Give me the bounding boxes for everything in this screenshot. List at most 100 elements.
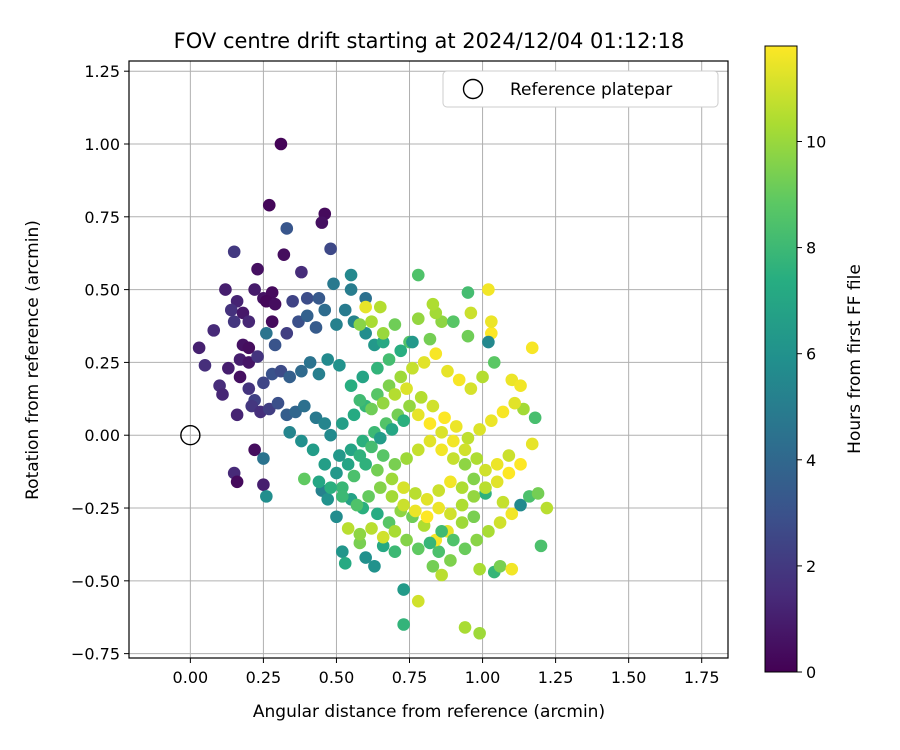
legend-reference-marker xyxy=(462,78,484,100)
scatter-point xyxy=(230,475,244,489)
scatter-point xyxy=(420,492,434,506)
scatter-point xyxy=(397,618,410,631)
scatter-point xyxy=(336,481,349,494)
scatter-point xyxy=(295,364,308,378)
scatter-point xyxy=(257,478,270,492)
scatter-point xyxy=(251,262,264,276)
scatter-point xyxy=(423,417,437,430)
scatter-point xyxy=(353,393,367,407)
y-tick-label: 1.25 xyxy=(84,62,120,81)
scatter-point xyxy=(493,559,507,573)
scatter-point xyxy=(233,370,247,384)
scatter-point xyxy=(280,222,294,235)
scatter-point xyxy=(514,379,527,393)
x-tick-label: 1.00 xyxy=(465,668,501,687)
scatter-point xyxy=(344,268,358,282)
colorbar-tick-label: 0 xyxy=(806,663,816,682)
scatter-point xyxy=(505,507,519,521)
scatter-point xyxy=(219,283,232,296)
chart-title: FOV centre drift starting at 2024/12/04 … xyxy=(174,29,685,53)
scatter-point xyxy=(525,341,539,355)
scatter-point xyxy=(514,498,527,512)
scatter-point xyxy=(458,542,472,556)
scatter-point xyxy=(470,533,484,547)
scatter-point xyxy=(444,475,457,489)
scatter-point xyxy=(467,472,481,486)
scatter-point xyxy=(295,265,308,279)
scatter-point xyxy=(376,396,390,410)
scatter-point xyxy=(262,198,276,212)
scatter-point xyxy=(411,312,425,326)
scatter-point xyxy=(359,551,372,564)
colorbar-tick-label: 8 xyxy=(806,239,816,258)
scatter-point xyxy=(265,315,279,328)
scatter-point xyxy=(461,329,475,343)
scatter-point xyxy=(461,431,475,445)
scatter-point xyxy=(485,414,498,427)
scatter-point xyxy=(376,326,390,340)
scatter-point xyxy=(455,498,469,512)
scatter-point xyxy=(388,545,402,559)
scatter-point xyxy=(242,315,256,328)
scatter-point xyxy=(283,370,297,384)
x-tick-label: 0.50 xyxy=(319,668,355,687)
y-tick-label: 0.00 xyxy=(84,426,120,445)
scatter-point xyxy=(388,318,402,331)
scatter-point xyxy=(385,490,399,503)
scatter-point xyxy=(333,449,346,462)
scatter-point xyxy=(447,315,460,328)
scatter-point xyxy=(283,426,297,439)
scatter-point xyxy=(365,315,378,328)
scatter-point xyxy=(479,481,492,494)
scatter-point xyxy=(388,525,402,538)
scatter-point xyxy=(330,318,343,331)
scatter-point xyxy=(298,472,311,486)
scatter-point xyxy=(449,420,463,433)
scatter-point xyxy=(487,356,501,369)
scatter-point xyxy=(268,297,282,311)
scatter-point xyxy=(248,283,261,296)
colorbar-label: Hours from first FF file xyxy=(845,264,865,454)
y-tick-label: −0.75 xyxy=(71,645,120,664)
scatter-point xyxy=(435,525,448,538)
colorbar xyxy=(764,45,798,673)
scatter-point xyxy=(315,216,329,229)
scatter-point xyxy=(303,356,317,369)
scatter-point xyxy=(312,367,326,381)
scatter-point xyxy=(464,382,478,395)
scatter-point xyxy=(423,332,437,346)
scatter-point xyxy=(525,437,539,451)
scatter-point xyxy=(461,286,475,299)
y-axis-label: Rotation from reference (arcmin) xyxy=(23,220,43,500)
scatter-point xyxy=(274,137,288,151)
scatter-point xyxy=(397,583,410,596)
scatter-point xyxy=(447,452,460,465)
plot-frame xyxy=(128,60,729,659)
legend: Reference platepar xyxy=(442,70,719,108)
colorbar-ticks: 0 2 4 6 8 10 xyxy=(797,132,826,682)
colorbar-tick-label: 4 xyxy=(806,451,816,470)
scatter-point xyxy=(324,481,337,494)
scatter-point xyxy=(336,545,349,559)
scatter-point xyxy=(435,443,448,457)
scatter-point xyxy=(476,370,489,384)
scatter-point xyxy=(502,466,516,480)
scatter-point xyxy=(423,536,437,550)
colorbar-tick-label: 6 xyxy=(806,345,816,364)
scatter-point xyxy=(414,391,428,404)
scatter-point xyxy=(426,559,440,573)
y-tick-label: −0.50 xyxy=(71,572,120,591)
scatter-point xyxy=(455,481,469,494)
scatter-point xyxy=(318,303,332,317)
scatter-point xyxy=(496,405,510,419)
scatter-point xyxy=(411,594,425,608)
scatter-point xyxy=(338,303,352,317)
scatter-point xyxy=(330,510,343,524)
scatter-point xyxy=(423,434,437,448)
scatter-point xyxy=(207,324,221,337)
scatter-point xyxy=(321,492,334,506)
scatter-point xyxy=(444,507,457,521)
colorbar-tick-label: 10 xyxy=(806,132,826,151)
scatter-point xyxy=(493,516,507,529)
